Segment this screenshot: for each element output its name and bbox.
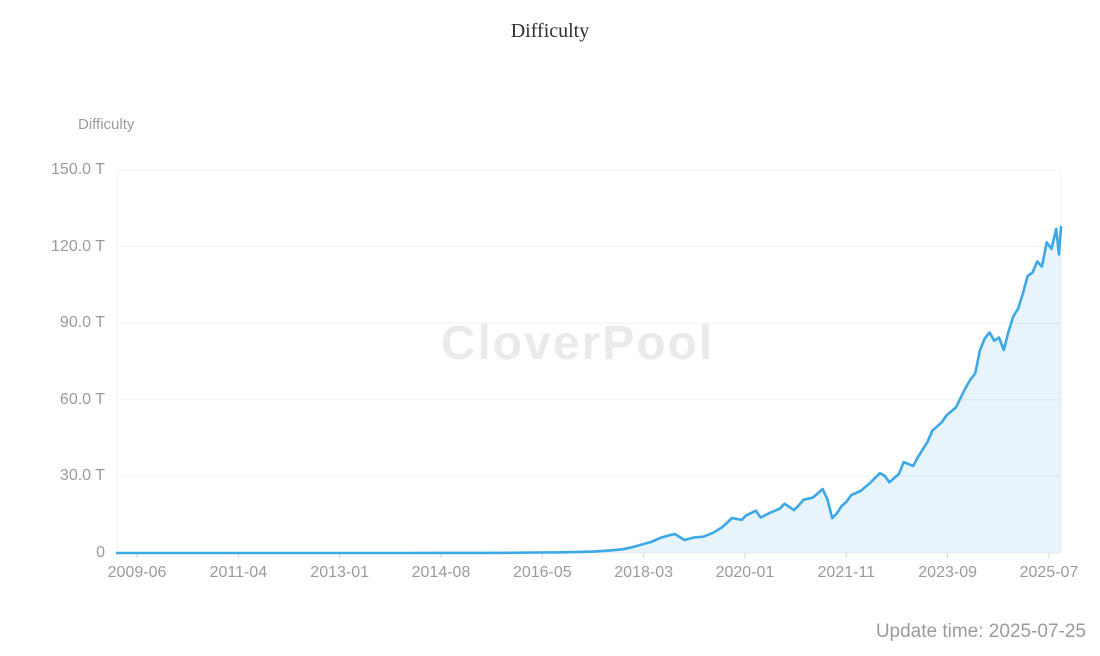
chart-title: Difficulty xyxy=(510,20,590,42)
x-axis-label: 2013-01 xyxy=(310,564,370,581)
y-axis-label: 30.0 T xyxy=(59,467,105,485)
x-axis-label: 2014-08 xyxy=(411,564,471,581)
x-axis-label: 2023-09 xyxy=(918,564,977,581)
x-axis-label: 2020-01 xyxy=(715,564,775,581)
x-axis-label: 2016-05 xyxy=(512,564,572,581)
x-axis-label: 2021-11 xyxy=(817,564,876,581)
cloverpool-watermark: CloverPool xyxy=(440,317,715,370)
difficulty-line[interactable] xyxy=(115,225,1063,555)
x-axis-label: 2018-03 xyxy=(614,564,673,581)
y-axis-label: 120.0 T xyxy=(51,237,105,255)
x-axis-label: 2009-06 xyxy=(107,564,167,581)
y-axis-label: 60.0 T xyxy=(59,390,105,408)
x-axis-label: 2011-04 xyxy=(209,564,268,581)
y-axis-label: 150.0 T xyxy=(51,161,105,178)
difficulty-area xyxy=(117,227,1061,553)
y-axis-label: 0 xyxy=(96,544,105,561)
update-time: Update time: 2025-07-25 xyxy=(875,621,1086,642)
y-axis-label: 90.0 T xyxy=(59,314,105,332)
y-axis-name: Difficulty xyxy=(78,116,135,133)
x-axis-label: 2025-07 xyxy=(1019,564,1079,581)
